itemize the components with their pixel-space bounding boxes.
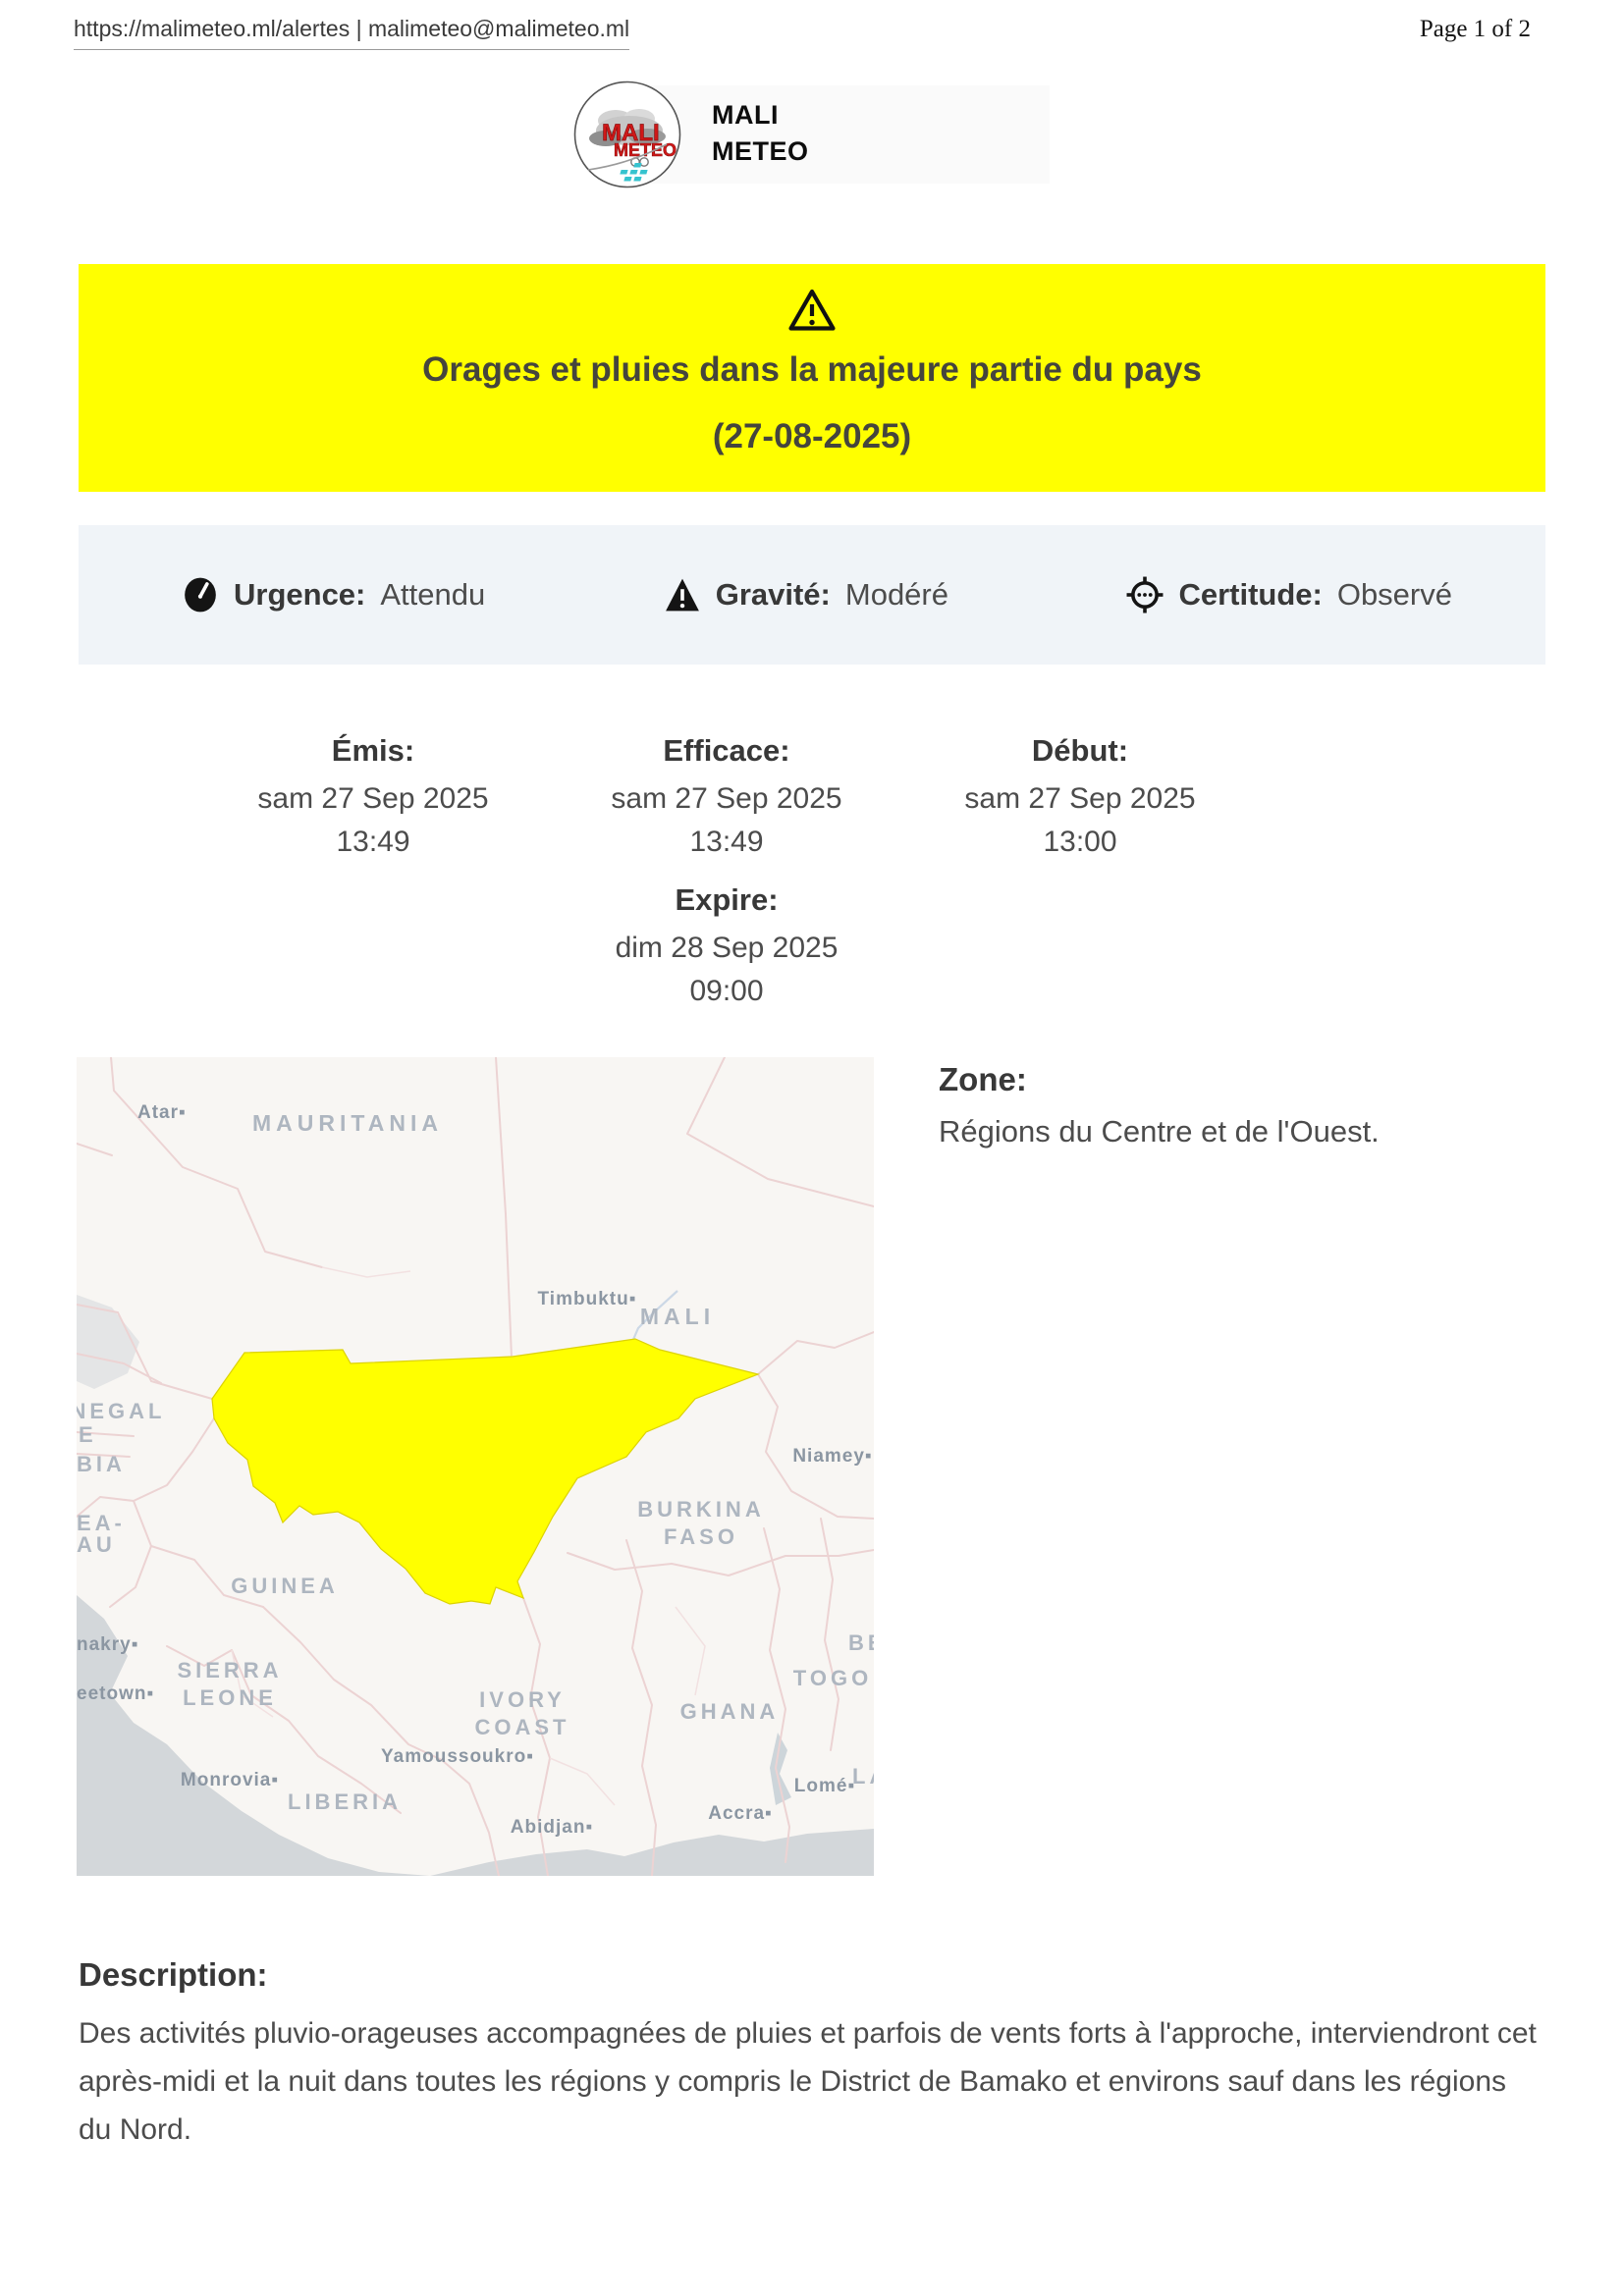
certitude-label: Certitude: (1178, 577, 1323, 612)
map-label-lome: Lomé▪ (794, 1776, 855, 1796)
mali-meteo-logo: MALI METEO MALI METEO (572, 80, 1063, 189)
debut-block: Début: sam 27 Sep 2025 13:00 (903, 733, 1257, 869)
map-label-ivory: IVORY (479, 1687, 566, 1712)
map-label-faso: FASO (664, 1524, 738, 1549)
map-label-leone: LEONE (183, 1685, 277, 1710)
certitude-item: Certitude: Observé (1126, 576, 1452, 614)
map-label-ghana: GHANA (680, 1699, 780, 1724)
alert-date: (27-08-2025) (712, 417, 912, 455)
logo-wordmark-line2: METEO (712, 136, 809, 166)
emis-time: 13:49 (336, 826, 410, 858)
map-ocean (77, 1295, 874, 1876)
alert-banner: Orages et pluies dans la majeure partie … (79, 264, 1545, 492)
description-label: Description: (79, 1956, 268, 1993)
map-label-monrovia: Monrovia▪ (181, 1770, 279, 1790)
target-icon (1126, 576, 1164, 614)
alert-area-map: Atar▪ MAURITANIA Timbuktu▪ MALI NEGAL E … (77, 1057, 874, 1876)
efficace-label: Efficace: (663, 733, 790, 768)
alert-dates: Émis: sam 27 Sep 2025 13:49 Efficace: sa… (196, 733, 1257, 1018)
debut-date: sam 27 Sep 2025 (964, 782, 1196, 815)
map-label-liberia: LIBERIA (288, 1789, 402, 1814)
map-label-atar: Atar▪ (137, 1102, 187, 1123)
map-label-abidjan: Abidjan▪ (511, 1817, 593, 1838)
map-label-burkina: BURKINA (637, 1497, 764, 1522)
description-text: Des activités pluvio-orageuses accompagn… (79, 2017, 1537, 2146)
map-label-benin-fragment: BEN (848, 1630, 874, 1655)
mali-meteo-logo-icon: MALI METEO (573, 80, 681, 188)
warning-filled-icon (665, 578, 699, 612)
emis-block: Émis: sam 27 Sep 2025 13:49 (196, 733, 550, 869)
urgence-label: Urgence: (234, 577, 366, 612)
expire-label: Expire: (675, 882, 779, 917)
expire-date: dim 28 Sep 2025 (615, 932, 839, 964)
map-label-lagos-fragment: LAC (852, 1764, 874, 1789)
warning-triangle-icon (788, 289, 836, 331)
map-label-senegal: NEGAL (77, 1399, 166, 1423)
map-label-guinea-bissau-fragment1: EA- (77, 1511, 126, 1535)
logo-wordmark-line1: MALI (712, 100, 779, 130)
page-header: https://malimeteo.ml/alertes | malimeteo… (0, 0, 1624, 50)
efficace-time: 13:49 (689, 826, 764, 858)
map-label-togo: TOGO (793, 1666, 872, 1690)
urgence-item: Urgence: Attendu (182, 576, 485, 614)
map-label-guinea-bissau-fragment2: AU (77, 1532, 116, 1557)
map-label-coast: COAST (475, 1715, 570, 1739)
efficace-date: sam 27 Sep 2025 (611, 782, 842, 815)
zone-block: Zone: Régions du Centre et de l'Ouest. (939, 1057, 1380, 1876)
map-label-conakry: nakry▪ (77, 1634, 138, 1655)
alert-title: Orages et pluies dans la majeure partie … (422, 350, 1202, 389)
logo-text-mali: MALI (602, 120, 660, 146)
zone-label: Zone: (939, 1061, 1027, 1097)
logo-background-band (629, 85, 1050, 184)
emis-label: Émis: (331, 733, 415, 768)
gravite-item: Gravité: Modéré (664, 576, 948, 614)
emis-date: sam 27 Sep 2025 (257, 782, 489, 815)
debut-time: 13:00 (1043, 826, 1117, 858)
urgence-value: Attendu (380, 577, 486, 612)
certitude-value: Observé (1336, 577, 1452, 612)
description-section: Description: Des activités pluvio-orageu… (79, 1956, 1545, 2154)
map-label-gambia-fragment2: BIA (77, 1452, 126, 1476)
map-label-mali: MALI (640, 1304, 715, 1329)
map-label-accra: Accra▪ (708, 1803, 773, 1824)
efficace-block: Efficace: sam 27 Sep 2025 13:49 (550, 733, 903, 869)
map-label-gambia-fragment1: E (79, 1422, 97, 1447)
gravite-label: Gravité: (715, 577, 831, 612)
map-label-guinea: GUINEA (231, 1574, 339, 1598)
map-label-freetown: eetown▪ (77, 1683, 154, 1704)
map-section: Atar▪ MAURITANIA Timbuktu▪ MALI NEGAL E … (0, 1057, 1624, 1876)
map-label-sierra: SIERRA (177, 1658, 282, 1682)
gravite-value: Modéré (844, 577, 948, 612)
expire-block: Expire: dim 28 Sep 2025 09:00 (550, 882, 903, 1018)
debut-label: Début: (1031, 733, 1129, 768)
map-borders-minor (231, 1266, 706, 1806)
logo-wordmark: MALI METEO (712, 97, 809, 170)
map-borders (77, 1057, 874, 1876)
clock-icon (185, 577, 216, 613)
map-label-timbuktu: Timbuktu▪ (538, 1289, 637, 1309)
page-number: Page 1 of 2 (1419, 16, 1531, 42)
map-label-mauritania: MAURITANIA (252, 1110, 443, 1136)
map-labels: Atar▪ MAURITANIA Timbuktu▪ MALI NEGAL E … (77, 1102, 874, 1838)
alert-zone-polygon (211, 1338, 760, 1605)
zone-value: Régions du Centre et de l'Ouest. (939, 1114, 1380, 1148)
map-label-niamey: Niamey▪ (792, 1446, 872, 1467)
expire-time: 09:00 (689, 975, 764, 1007)
alert-status-bar: Urgence: Attendu Gravité: Modéré Certitu… (79, 525, 1545, 665)
niger-river (630, 1290, 678, 1343)
map-label-yamoussoukro: Yamoussoukro▪ (381, 1746, 534, 1767)
logo-text-meteo: METEO (614, 140, 677, 160)
header-url-email: https://malimeteo.ml/alertes | malimeteo… (74, 16, 630, 50)
